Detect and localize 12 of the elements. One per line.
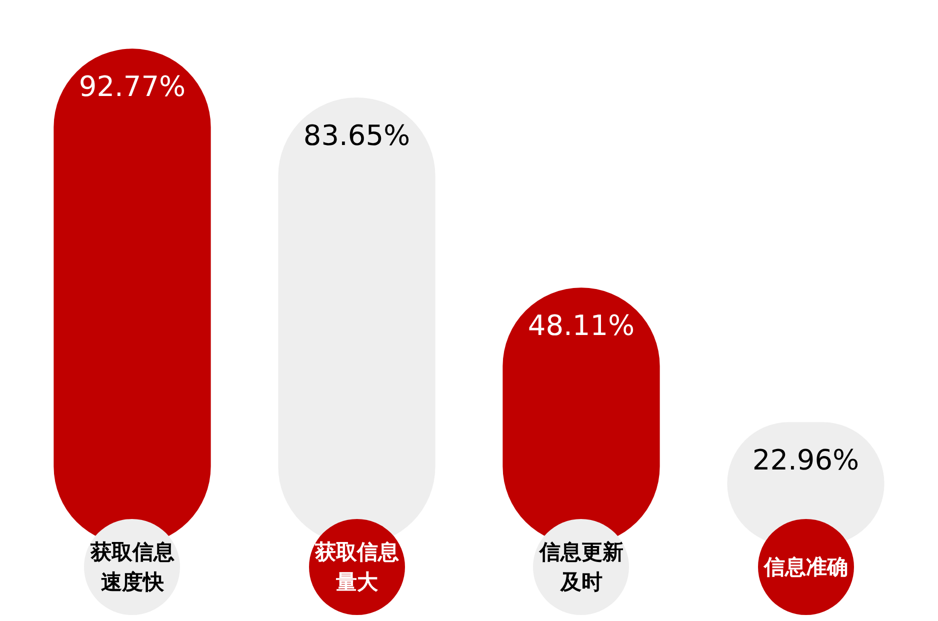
x-tick-label: 信息更新及时 bbox=[539, 539, 624, 596]
data-label: 92.77% bbox=[78, 70, 186, 103]
circle-badge: 信息准确 bbox=[758, 519, 854, 615]
data-label: 22.96% bbox=[752, 443, 860, 476]
x-tick-label: 信息准确 bbox=[764, 554, 848, 581]
data-label: 48.11% bbox=[528, 308, 635, 342]
circle-badge: 获取信息速度快 bbox=[84, 519, 180, 615]
circle-badge: 信息更新及时 bbox=[533, 519, 630, 615]
data-label: 83.65% bbox=[303, 118, 410, 152]
x-tick-label: 获取信息量大 bbox=[314, 539, 399, 596]
x-tick-label: 获取信息速度快 bbox=[90, 539, 174, 596]
circle-badge: 获取信息量大 bbox=[308, 519, 405, 615]
